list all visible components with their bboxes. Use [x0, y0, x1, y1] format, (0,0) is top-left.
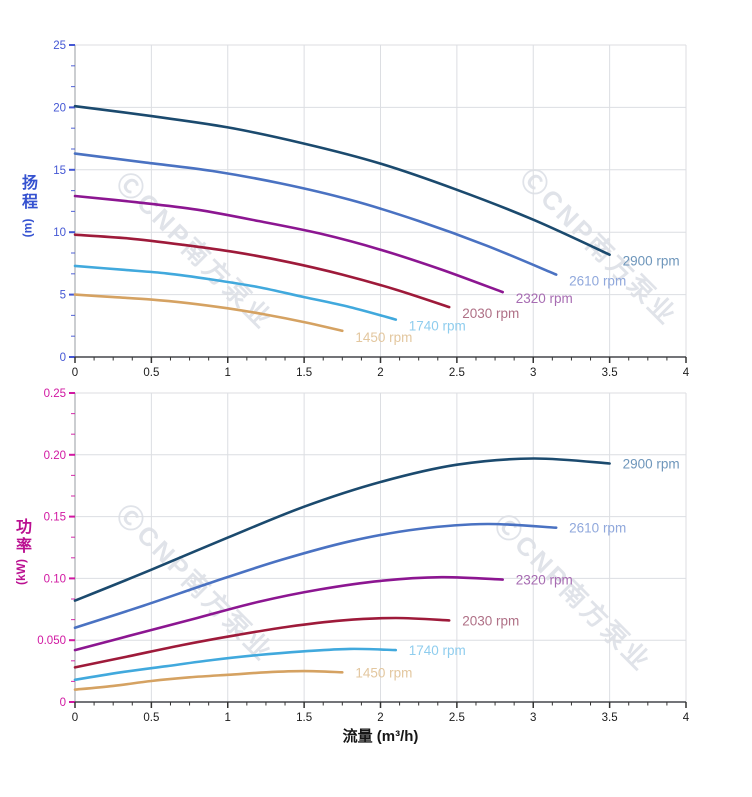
- x-tick-label: 1.5: [296, 367, 312, 379]
- curve-1450-rpm: [73, 293, 344, 333]
- curve-2320-rpm: [73, 194, 504, 294]
- y-tick-label: 0.10: [44, 573, 66, 585]
- curve-2610-rpm: [73, 522, 558, 630]
- y-tick-label: 0: [60, 697, 66, 709]
- power-y-axis-title-text: 功率: [13, 518, 30, 556]
- x-tick-label: 4: [683, 712, 690, 724]
- flow-x-axis-title: 流量 (m³/h): [342, 728, 419, 745]
- curve-1740-rpm: [73, 647, 398, 682]
- x-tick-label: 0: [72, 367, 78, 379]
- curve-1450-rpm: [73, 669, 344, 691]
- head-y-axis-unit: (m): [19, 218, 34, 238]
- x-tick-label: 2: [377, 367, 383, 379]
- curve-label-2900-rpm: 2900 rpm: [623, 254, 680, 269]
- x-tick-label: 3: [530, 367, 536, 379]
- x-tick-label: 3: [530, 712, 536, 724]
- x-tick-label: 2.5: [449, 712, 465, 724]
- curve-label-2610-rpm: 2610 rpm: [569, 521, 626, 536]
- curve-2610-rpm: [73, 152, 558, 276]
- curve-label-2030-rpm: 2030 rpm: [462, 613, 519, 628]
- gridlines: [75, 392, 687, 702]
- curve-label-2320-rpm: 2320 rpm: [516, 291, 573, 306]
- power-y-axis-unit: (kW): [14, 559, 28, 585]
- head-y-axis-title-text: 扬程: [19, 174, 36, 212]
- y-tick-label: 20: [53, 102, 66, 114]
- curve-2900-rpm: [73, 457, 611, 602]
- x-tick-label: 1: [225, 367, 231, 379]
- x-tick-label: 0.5: [143, 712, 159, 724]
- curve-label-1450-rpm: 1450 rpm: [355, 665, 412, 680]
- y-tick-label: 0.15: [44, 512, 66, 524]
- head-chart: 0 5 10 15 20 25 0 0.5 1 1.5 2 2.5 3 3.5 4 2900 rpm 2610 …: [53, 40, 690, 379]
- y-tick-label: 0.050: [37, 635, 66, 647]
- curve-2900-rpm: [73, 104, 611, 256]
- y-tick-label: 15: [53, 165, 66, 177]
- curve-label-1740-rpm: 1740 rpm: [409, 319, 466, 334]
- x-tick-label: 0: [72, 712, 78, 724]
- curve-label-2030-rpm: 2030 rpm: [462, 306, 519, 321]
- x-tick-label: 2: [377, 712, 383, 724]
- head-y-axis-title: 扬程 (m): [13, 174, 41, 238]
- x-tick-label: 3.5: [602, 367, 618, 379]
- curve-2320-rpm: [73, 575, 504, 652]
- gridlines: [75, 44, 687, 357]
- power-y-axis-title: 功率 (kW): [7, 518, 35, 585]
- x-tick-label: 2.5: [449, 367, 465, 379]
- curve-label-2610-rpm: 2610 rpm: [569, 274, 626, 289]
- y-tick-label: 25: [53, 40, 66, 52]
- x-tick-label: 0.5: [143, 367, 159, 379]
- curve-label-1450-rpm: 1450 rpm: [355, 330, 412, 345]
- curve-1740-rpm: [73, 264, 398, 321]
- curve-2030-rpm: [73, 233, 451, 309]
- curve-label-1740-rpm: 1740 rpm: [409, 643, 466, 658]
- y-tick-label: 0.25: [44, 388, 66, 400]
- y-tick-label: 0: [60, 352, 66, 364]
- y-tick-label: 10: [53, 227, 66, 239]
- curve-label-2900-rpm: 2900 rpm: [623, 456, 680, 471]
- x-tick-label: 1: [225, 712, 231, 724]
- power-chart: 0 0.050 0.10 0.15 0.20 0.25 0 0.5 1 1.5 2 2.5 3 3.5 4 2…: [37, 388, 690, 724]
- y-tick-label: 5: [60, 290, 66, 302]
- curve-label-2320-rpm: 2320 rpm: [516, 573, 573, 588]
- x-tick-label: 4: [683, 367, 690, 379]
- curve-2030-rpm: [73, 616, 451, 669]
- y-tick-label: 0.20: [44, 450, 66, 462]
- x-tick-label: 1.5: [296, 712, 312, 724]
- x-tick-label: 3.5: [602, 712, 618, 724]
